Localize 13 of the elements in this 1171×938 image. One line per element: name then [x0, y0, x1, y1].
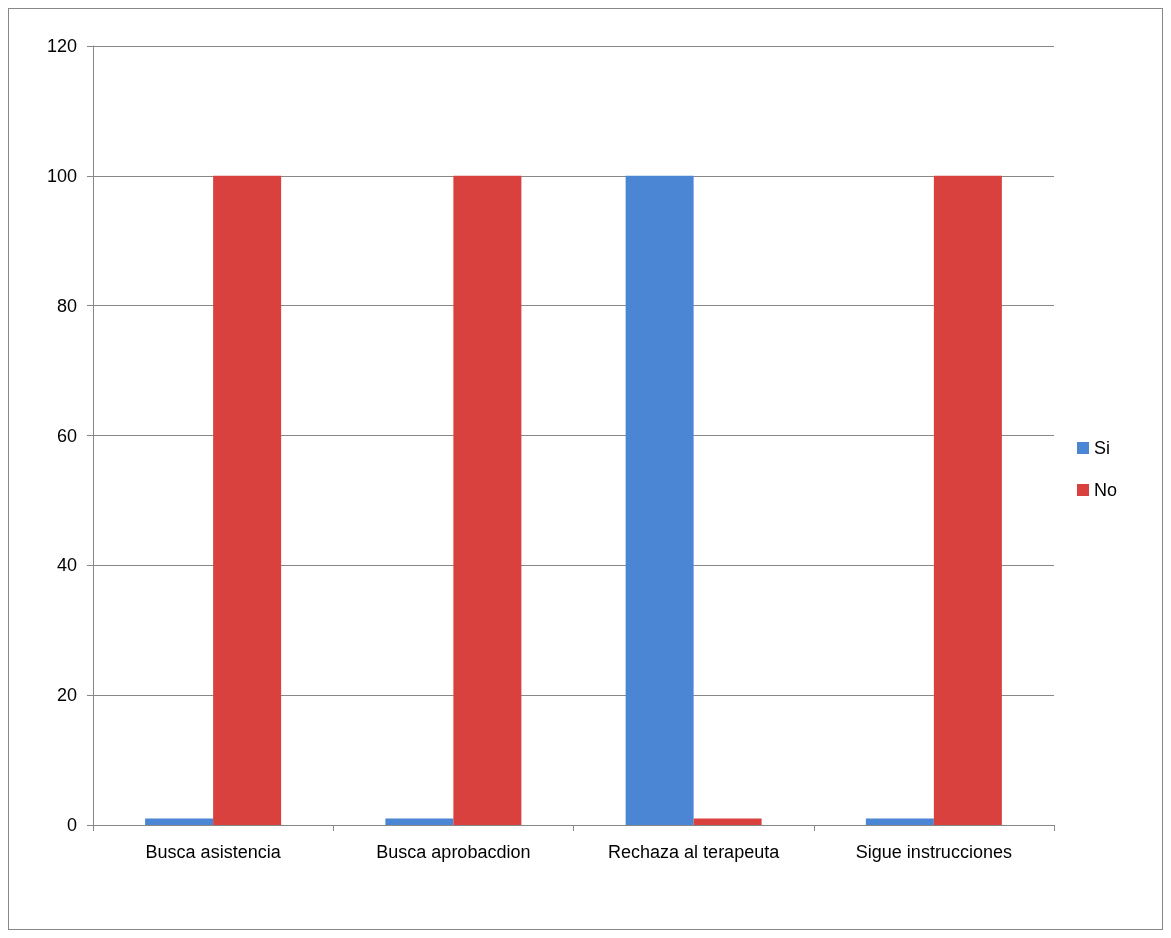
y-tick-label: 120 — [46, 36, 77, 56]
y-tick-label: 20 — [56, 685, 77, 706]
y-tick-label: 60 — [56, 425, 77, 446]
legend-label: No — [1093, 480, 1118, 500]
x-tick-label: Busca asistencia — [145, 842, 282, 862]
x-tick-label: Rechaza al terapeuta — [608, 842, 781, 862]
x-tick-label: Busca aprobacdion — [376, 842, 531, 862]
y-tick-label: 80 — [56, 295, 77, 316]
y-tick-label: 40 — [56, 555, 77, 576]
y-tick-label: 100 — [46, 165, 77, 186]
y-tick-label: 0 — [66, 815, 77, 835]
x-tick-label: Sigue instrucciones — [855, 842, 1012, 862]
legend-label: Si — [1093, 438, 1111, 458]
